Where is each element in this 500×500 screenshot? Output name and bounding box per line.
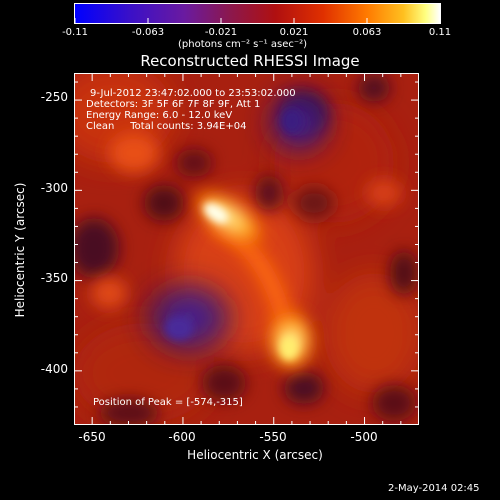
y-tick-label: -300 — [40, 181, 68, 195]
colorbar-tick: 0.11 — [428, 27, 452, 38]
x-tick-label: -600 — [168, 430, 196, 444]
footer-timestamp: 2-May-2014 02:45 — [388, 483, 480, 494]
annotation-clean-counts: Clean Total counts: 3.94E+04 — [86, 121, 247, 132]
heatmap-image — [74, 73, 419, 425]
colorbar-tick: 0.063 — [352, 27, 382, 38]
x-tick-label: -650 — [78, 430, 106, 444]
y-axis-label: Heliocentric Y (arcsec) — [13, 182, 27, 318]
x-axis-label: Heliocentric X (arcsec) — [187, 448, 323, 462]
x-tick-label: -550 — [259, 430, 287, 444]
y-tick-label: -400 — [40, 362, 68, 376]
colorbar-tick: -0.063 — [131, 27, 165, 38]
y-tick-label: -250 — [40, 90, 68, 104]
colorbar — [74, 3, 441, 24]
annotation-block: 9-Jul-2012 23:47:02.000 to 23:53:02.000 … — [86, 88, 296, 132]
x-tick-label: -500 — [350, 430, 378, 444]
plot-frame — [74, 73, 419, 425]
peak-position-label: Position of Peak = [-574,-315] — [93, 397, 243, 408]
colorbar-units: (photons cm⁻² s⁻¹ asec⁻²) — [178, 39, 308, 50]
plot-title: Reconstructed RHESSI Image — [140, 52, 360, 70]
annotation-energy-range: Energy Range: 6.0 - 12.0 keV — [86, 110, 233, 121]
annotation-time-range: 9-Jul-2012 23:47:02.000 to 23:53:02.000 — [90, 88, 296, 99]
colorbar-tick: 0.021 — [279, 27, 309, 38]
colorbar-tick: -0.11 — [62, 27, 88, 38]
annotation-detectors: Detectors: 3F 5F 6F 7F 8F 9F, Att 1 — [86, 99, 261, 110]
y-tick-label: -350 — [40, 271, 68, 285]
colorbar-tick: -0.021 — [204, 27, 238, 38]
